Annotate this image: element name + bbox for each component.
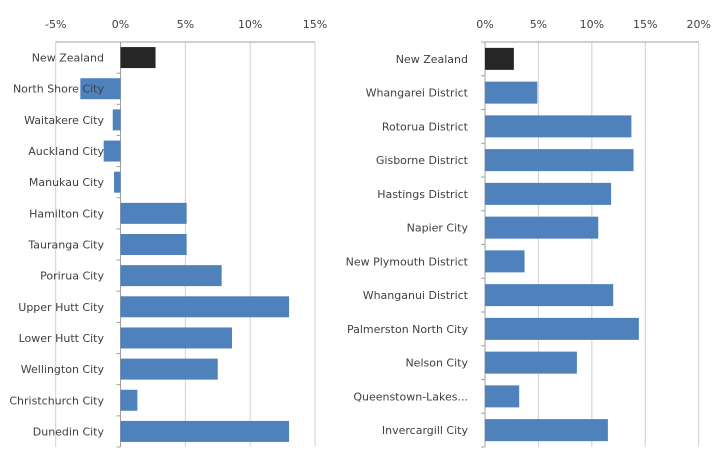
category-label: Whanganui District	[363, 289, 469, 302]
bar	[103, 140, 121, 162]
x-tick-label: 15%	[633, 18, 657, 31]
bar	[485, 385, 520, 408]
bar	[80, 78, 121, 100]
bar	[120, 420, 290, 442]
category-label: Nelson City	[405, 357, 468, 370]
bar	[485, 419, 608, 442]
category-label: Porirua City	[40, 270, 104, 283]
right-chart-panel: 0% 5% 10% 15% 20% New Zealand Whangarei Distri…	[346, 18, 711, 448]
category-label: North Shore City	[13, 83, 105, 96]
x-tick-label: 5%	[530, 18, 547, 31]
bar-new-zealand	[120, 47, 156, 69]
bar	[485, 216, 599, 239]
category-label: Queenstown-Lakes...	[353, 390, 468, 403]
bar	[485, 149, 634, 172]
bar	[120, 265, 222, 287]
bar	[114, 171, 121, 193]
bar	[120, 389, 138, 411]
category-label: New Zealand	[32, 52, 104, 65]
bar-new-zealand	[485, 47, 514, 70]
category-label: Napier City	[407, 222, 469, 235]
x-tick-label: 20%	[686, 18, 710, 31]
category-label: Whangarei District	[366, 87, 469, 100]
category-label: Christchurch City	[9, 394, 104, 407]
category-label: New Plymouth District	[346, 255, 469, 268]
x-tick-label: 0%	[476, 18, 493, 31]
left-chart-panel: -5% 0% 5% 10% 15% New Zealand North Shore City…	[9, 18, 327, 448]
category-label: Invercargill City	[382, 424, 469, 437]
x-tick-label: -5%	[45, 18, 66, 31]
x-tick-label: 10%	[580, 18, 604, 31]
category-label: Manukau City	[29, 176, 105, 189]
category-label: Hastings District	[377, 188, 468, 201]
category-label: Lower Hutt City	[19, 332, 105, 345]
category-label: Gisborne District	[376, 154, 469, 167]
bar	[485, 284, 614, 307]
bar	[120, 202, 187, 224]
bar	[485, 81, 538, 104]
x-tick-label: 10%	[238, 18, 262, 31]
bar	[120, 234, 187, 255]
bar	[120, 296, 290, 318]
category-label: Tauranga City	[27, 239, 104, 252]
x-tick-label: 15%	[303, 18, 327, 31]
bar	[120, 358, 218, 380]
bar	[120, 327, 233, 349]
bar	[485, 182, 612, 205]
category-label: Wellington City	[21, 363, 105, 376]
bar	[485, 351, 577, 374]
x-tick-label: 5%	[177, 18, 194, 31]
bar	[485, 250, 525, 273]
category-label: Waitakere City	[24, 114, 104, 127]
bar	[485, 317, 639, 340]
category-label: Dunedin City	[33, 425, 105, 438]
category-label: New Zealand	[396, 53, 468, 66]
category-label: Hamilton City	[29, 207, 104, 220]
category-label: Upper Hutt City	[18, 301, 104, 314]
x-tick-label: 0%	[112, 18, 129, 31]
bar	[112, 109, 121, 131]
category-label: Auckland City	[28, 145, 104, 158]
category-label: Palmerston North City	[347, 323, 468, 336]
category-label: Rotorua District	[382, 120, 469, 133]
bar	[485, 115, 632, 138]
